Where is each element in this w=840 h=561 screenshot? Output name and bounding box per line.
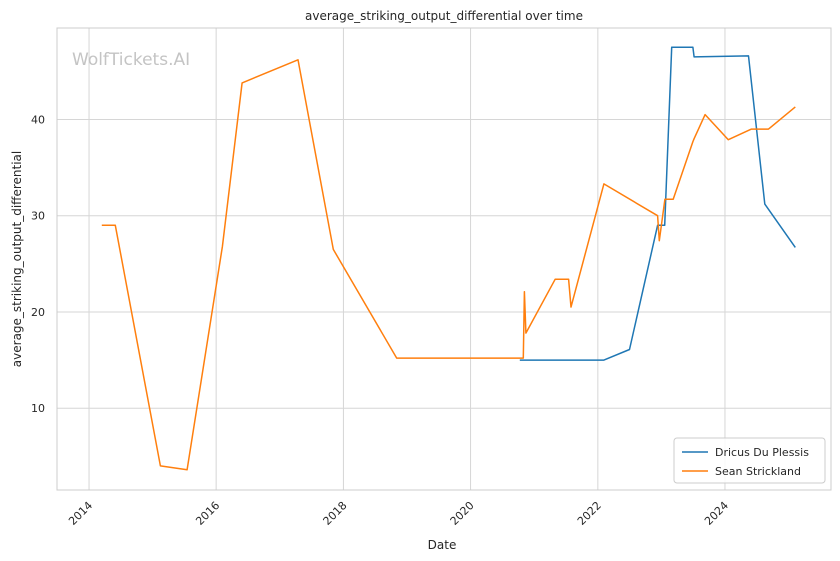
y-tick-label: 10 — [31, 402, 45, 415]
x-axis-label: Date — [428, 538, 457, 552]
y-tick-label: 40 — [31, 113, 45, 126]
y-tick-label: 20 — [31, 306, 45, 319]
chart-title: average_striking_output_differential ove… — [305, 9, 583, 23]
series-line-sean-strickland — [101, 59, 796, 471]
series-layer — [101, 46, 796, 471]
watermark-text: WolfTickets.AI — [72, 50, 190, 70]
legend-label-dricus: Dricus Du Plessis — [715, 446, 809, 459]
legend-label-strickland: Sean Strickland — [715, 465, 801, 478]
series-line-dricus-du-plessis — [519, 46, 796, 361]
legend-box — [673, 437, 826, 484]
legend: Dricus Du Plessis Sean Strickland — [673, 437, 826, 484]
grid — [57, 28, 831, 490]
plot-frame — [56, 27, 832, 491]
y-tick-label: 30 — [31, 210, 45, 223]
y-axis-label: average_striking_output_differential — [10, 151, 24, 367]
